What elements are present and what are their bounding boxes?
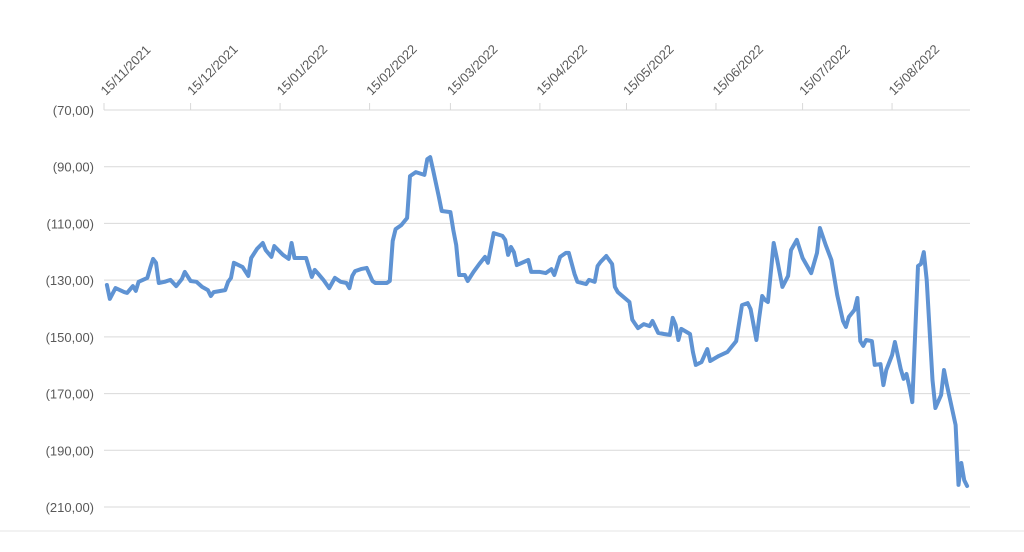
x-tick-label: 15/01/2022 xyxy=(274,41,331,98)
y-tick-label: (130,00) xyxy=(46,273,94,288)
y-tick-label: (150,00) xyxy=(46,330,94,345)
x-tick-label: 15/07/2022 xyxy=(796,41,853,98)
x-tick-label: 15/02/2022 xyxy=(363,41,420,98)
x-tick-label: 15/03/2022 xyxy=(444,41,501,98)
x-tick-label: 15/12/2021 xyxy=(184,41,241,98)
y-tick-label: (190,00) xyxy=(46,443,94,458)
y-tick-label: (210,00) xyxy=(46,500,94,515)
y-tick-label: (70,00) xyxy=(53,103,94,118)
data-line xyxy=(104,155,970,488)
y-tick-label: (90,00) xyxy=(53,160,94,175)
x-tick-label: 15/06/2022 xyxy=(709,41,766,98)
x-tick-label: 15/04/2022 xyxy=(533,41,590,98)
x-tick-label: 15/11/2021 xyxy=(98,42,154,98)
x-tick-label: 15/05/2022 xyxy=(620,41,677,98)
x-tick-label: 15/08/2022 xyxy=(886,41,943,98)
y-tick-label: (110,00) xyxy=(47,216,94,231)
y-tick-label: (170,00) xyxy=(46,387,94,402)
